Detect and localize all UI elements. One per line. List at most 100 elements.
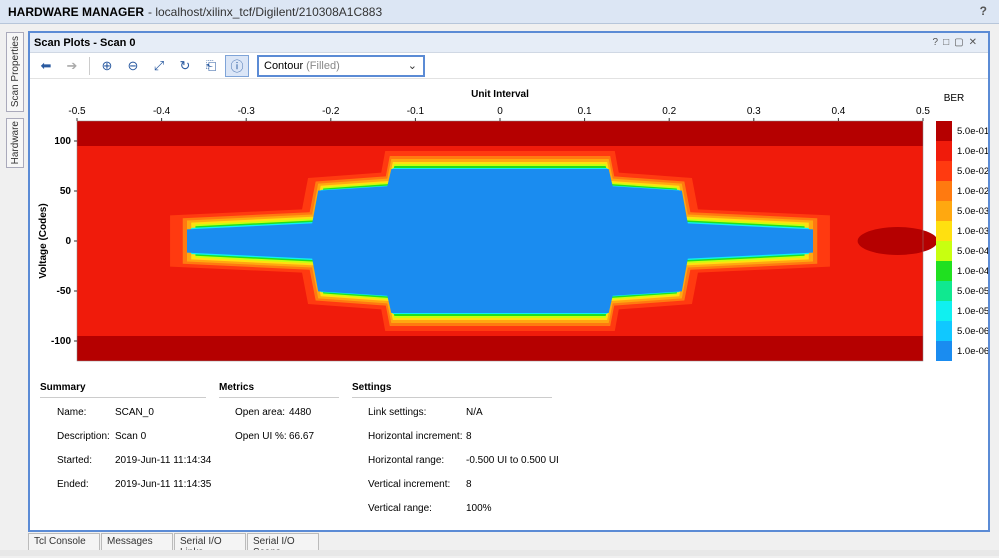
window-titlebar: HARDWARE MANAGER - localhost/xilinx_tcf/…	[0, 0, 999, 24]
eye-scan-plot[interactable]: Unit Interval -0.5 -0.4 -0.3 -0.2 -0.1 0 0.1 0.2…	[30, 81, 988, 371]
fit-icon[interactable]: ⤢	[153, 57, 165, 73]
legend-swatch	[936, 161, 952, 181]
refresh-icon[interactable]: ↻	[179, 57, 191, 73]
panel-title: Scan Plots - Scan 0	[34, 36, 136, 49]
panel-help-icon[interactable]: ?	[932, 37, 944, 48]
panel-restore-icon[interactable]: □	[943, 37, 955, 48]
settings-link-value: N/A	[466, 407, 483, 418]
legend-label: 5.0e-01	[957, 126, 988, 137]
legend-swatch	[936, 181, 952, 201]
summary-ended-key: Ended:	[57, 479, 89, 490]
forward-icon[interactable]: ➔	[66, 57, 78, 73]
x-tick-label: -0.5	[68, 106, 86, 117]
x-tick-label: 0.1	[578, 106, 592, 117]
legend-swatch	[936, 141, 952, 161]
settings-link-key: Link settings:	[368, 407, 427, 418]
legend-label: 5.0e-03	[957, 206, 988, 217]
summary-description-key: Description:	[57, 431, 110, 442]
tab-hardware-label: Hardware	[9, 121, 21, 165]
plot-type-muted: (Filled)	[306, 59, 340, 72]
x-tick-label: 0.5	[916, 106, 930, 117]
legend-label: 1.0e-01	[957, 146, 988, 157]
window-path: - localhost/xilinx_tcf/Digilent/210308A1…	[148, 4, 383, 19]
x-tick-label: -0.4	[153, 106, 171, 117]
back-icon[interactable]: ⬅	[40, 57, 52, 73]
summary-name-key: Name:	[57, 407, 87, 418]
legend-swatch	[936, 241, 952, 261]
y-tick-label: 0	[65, 236, 71, 247]
summary-name-value: SCAN_0	[115, 407, 154, 418]
settings-vinc-key: Vertical increment:	[368, 479, 451, 490]
x-axis-label: Unit Interval	[471, 89, 529, 100]
tab-serial-io-scans[interactable]: Serial I/O Scans	[247, 533, 319, 558]
summary-started-value: 2019-Jun-11 11:14:34	[115, 455, 212, 466]
y-tick-label: -100	[51, 336, 71, 347]
legend-swatch	[936, 201, 952, 221]
x-tick-label: 0.3	[747, 106, 761, 117]
zoom-in-icon[interactable]: ⊕	[101, 57, 113, 73]
legend-title: BER	[944, 93, 965, 104]
legend-swatch	[936, 341, 952, 361]
tab-scan-properties[interactable]: Scan Properties	[6, 32, 24, 112]
eye-contour-1.0e-06	[186, 169, 814, 313]
legend-label: 5.0e-02	[957, 166, 988, 177]
x-tick-label: 0.4	[831, 106, 845, 117]
plot-toolbar: ⬅ ➔ ⊕ ⊖ ⤢ ↻ ⎗ ⓘ Contour (Filled) ⌄	[30, 53, 988, 79]
legend-label: 1.0e-04	[957, 266, 988, 277]
summary-title: Summary	[40, 382, 206, 398]
x-tick-label: 0.2	[662, 106, 676, 117]
metrics-open-ui-key: Open UI %:	[235, 431, 287, 442]
info-icon[interactable]: ⓘ	[225, 54, 249, 77]
zoom-out-icon[interactable]: ⊖	[127, 57, 139, 73]
legend-swatch	[936, 301, 952, 321]
chevron-down-icon: ⌄	[407, 59, 417, 72]
metrics-open-ui-value: 66.67	[289, 431, 315, 442]
help-icon[interactable]: ?	[979, 4, 993, 18]
toolbar-separator	[89, 56, 90, 75]
legend-label: 5.0e-05	[957, 286, 988, 297]
y-tick-label: 100	[54, 136, 71, 147]
settings-vrange-key: Vertical range:	[368, 503, 432, 514]
legend-label: 1.0e-03	[957, 226, 988, 237]
summary-description-value: Scan 0	[115, 431, 147, 442]
tab-hardware[interactable]: Hardware	[6, 118, 24, 168]
window-title: HARDWARE MANAGER	[8, 4, 144, 19]
legend-label: 5.0e-04	[957, 246, 988, 257]
y-axis-label: Voltage (Codes)	[38, 203, 49, 278]
settings-vinc-value: 8	[466, 479, 472, 490]
x-tick-label: 0	[497, 106, 503, 117]
plot-type-value: Contour	[264, 59, 304, 72]
metrics-title: Metrics	[219, 382, 339, 398]
panel-window-controls: ?□▢✕	[933, 37, 982, 48]
x-tick-label: -0.2	[322, 106, 340, 117]
left-tab-strip: Scan Properties Hardware	[0, 24, 28, 536]
panel-close-icon[interactable]: ✕	[968, 37, 982, 48]
tab-scan-properties-label: Scan Properties	[9, 36, 21, 108]
summary-started-key: Started:	[57, 455, 93, 466]
plot-type-select[interactable]: Contour (Filled) ⌄	[257, 54, 425, 77]
legend-swatch	[936, 261, 952, 281]
metrics-open-area-value: 4480	[289, 407, 312, 418]
legend-label: 1.0e-05	[957, 306, 988, 317]
summary-ended-value: 2019-Jun-11 11:14:35	[115, 479, 212, 490]
settings-hrange-value: -0.500 UI to 0.500 UI	[466, 455, 559, 466]
legend-swatch	[936, 121, 952, 141]
scan-plots-panel: Scan Plots - Scan 0 ?□▢✕ ⬅ ➔ ⊕ ⊖ ⤢ ↻ ⎗ ⓘ…	[28, 31, 990, 532]
metrics-open-area-key: Open area:	[235, 407, 286, 418]
x-tick-label: -0.1	[407, 106, 425, 117]
tab-messages[interactable]: Messages	[101, 533, 173, 550]
settings-hinc-key: Horizontal increment:	[368, 431, 463, 442]
tab-tcl-console[interactable]: Tcl Console	[28, 533, 100, 550]
legend-label: 1.0e-02	[957, 186, 988, 197]
legend-swatch	[936, 321, 952, 341]
status-bar	[0, 550, 999, 556]
settings-hinc-value: 8	[466, 431, 472, 442]
ber-region-5e-01-right-lobe	[857, 227, 938, 255]
y-tick-label: 50	[60, 186, 72, 197]
settings-title: Settings	[352, 382, 552, 398]
panel-maximize-icon[interactable]: ▢	[954, 37, 969, 48]
export-icon[interactable]: ⎗	[205, 57, 217, 73]
y-tick-label: -50	[57, 286, 72, 297]
